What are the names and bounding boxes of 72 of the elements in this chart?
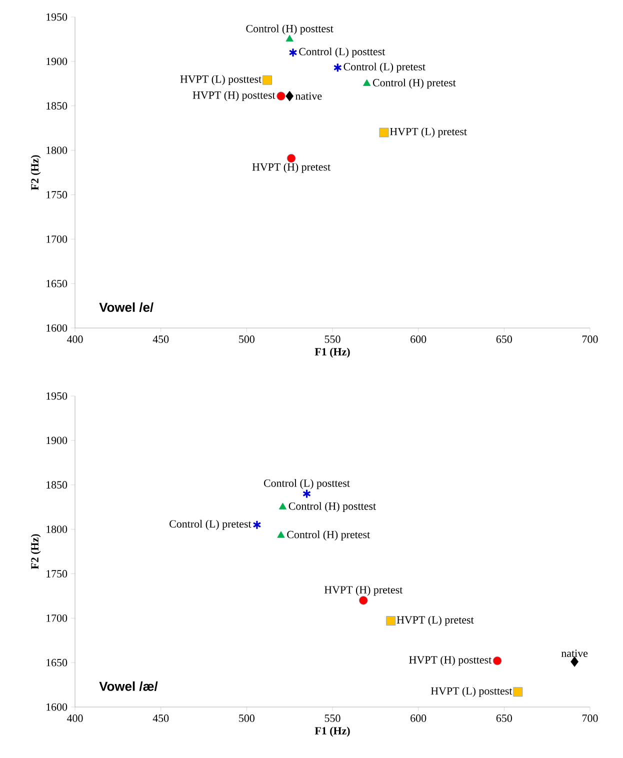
point xyxy=(386,616,396,626)
x-axis-title: F1 (Hz) xyxy=(314,726,350,737)
y-tick-label: 1750 xyxy=(46,570,68,578)
x-axis-title: F1 (Hz) xyxy=(314,348,350,358)
x-tick-label: 550 xyxy=(324,336,340,343)
annotation: Control (H) posttest xyxy=(288,502,376,512)
annotation: HVPT (H) posttest xyxy=(192,91,276,102)
annotation: HVPT (H) pretest xyxy=(252,162,330,173)
annotation: Control (L) posttest xyxy=(299,48,386,58)
y-tick-label: 1900 xyxy=(46,58,68,66)
annotation: Control (H) pretest xyxy=(287,530,370,540)
point xyxy=(286,90,294,102)
point xyxy=(570,656,578,667)
point xyxy=(302,488,312,499)
y-tick-label: 1850 xyxy=(46,102,68,110)
x-tick-label: 600 xyxy=(410,336,426,343)
point xyxy=(286,154,296,163)
point xyxy=(278,502,287,510)
x-tick-label: 400 xyxy=(67,336,83,343)
x-tick-label: 450 xyxy=(152,714,169,722)
x-tick-label: 450 xyxy=(152,336,169,343)
point xyxy=(492,656,502,666)
annotation: HVPT (L) posttest xyxy=(180,75,262,86)
y-tick-label: 1900 xyxy=(46,436,68,444)
y-tick-label: 1800 xyxy=(46,526,68,533)
y-tick-label: 1700 xyxy=(46,614,68,622)
annotation: native xyxy=(296,92,322,100)
point xyxy=(363,79,371,86)
point xyxy=(277,531,285,538)
annotation: HVPT (L) pretest xyxy=(390,128,467,138)
annotation: Control (H) posttest xyxy=(246,24,334,35)
y-axis-title: F2 (Hz) xyxy=(30,534,41,570)
point xyxy=(288,48,298,58)
y-tick-label: 1750 xyxy=(46,191,68,198)
x-tick-label: 400 xyxy=(67,714,83,722)
x-tick-label: 650 xyxy=(496,714,512,722)
annotation: Vowel /e/ xyxy=(99,302,154,312)
annotation: HVPT (L) pretest xyxy=(396,616,474,626)
y-tick-label: 1700 xyxy=(46,235,68,243)
point xyxy=(333,62,342,72)
annotation: Control (H) pretest xyxy=(372,78,456,89)
point xyxy=(379,128,389,138)
annotation: Control (L) pretest xyxy=(344,62,426,73)
y-axis-title: F2 (Hz) xyxy=(30,155,41,190)
y-tick-label: 1600 xyxy=(46,324,68,332)
x-tick-label: 500 xyxy=(239,714,254,722)
x-tick-label: 700 xyxy=(582,336,598,343)
y-tick-label: 1950 xyxy=(46,392,68,400)
annotation: HVPT (H) pretest xyxy=(324,586,403,596)
point xyxy=(513,687,523,697)
y-tick-label: 1950 xyxy=(46,13,68,21)
annotation: Vowel /æ/ xyxy=(99,681,158,692)
point xyxy=(262,75,272,85)
point xyxy=(276,92,286,100)
x-tick-label: 550 xyxy=(324,714,340,722)
y-tick-label: 1850 xyxy=(46,481,68,489)
annotation: native xyxy=(561,650,588,658)
y-tick-label: 1800 xyxy=(46,146,68,154)
y-tick-label: 1650 xyxy=(46,280,68,288)
point xyxy=(359,596,368,605)
x-tick-label: 500 xyxy=(239,336,254,343)
annotation: Control (L) pretest xyxy=(170,520,252,530)
x-tick-label: 700 xyxy=(582,714,598,722)
annotation: HVPT (H) posttest xyxy=(409,656,492,666)
point xyxy=(286,34,294,42)
annotation: HVPT (L) posttest xyxy=(430,686,512,697)
y-tick-label: 1600 xyxy=(46,703,68,711)
x-tick-label: 600 xyxy=(410,714,426,722)
point xyxy=(252,520,262,530)
y-tick-label: 1650 xyxy=(46,658,68,666)
x-tick-label: 650 xyxy=(496,336,512,343)
annotation: Control (L) posttest xyxy=(264,479,350,490)
